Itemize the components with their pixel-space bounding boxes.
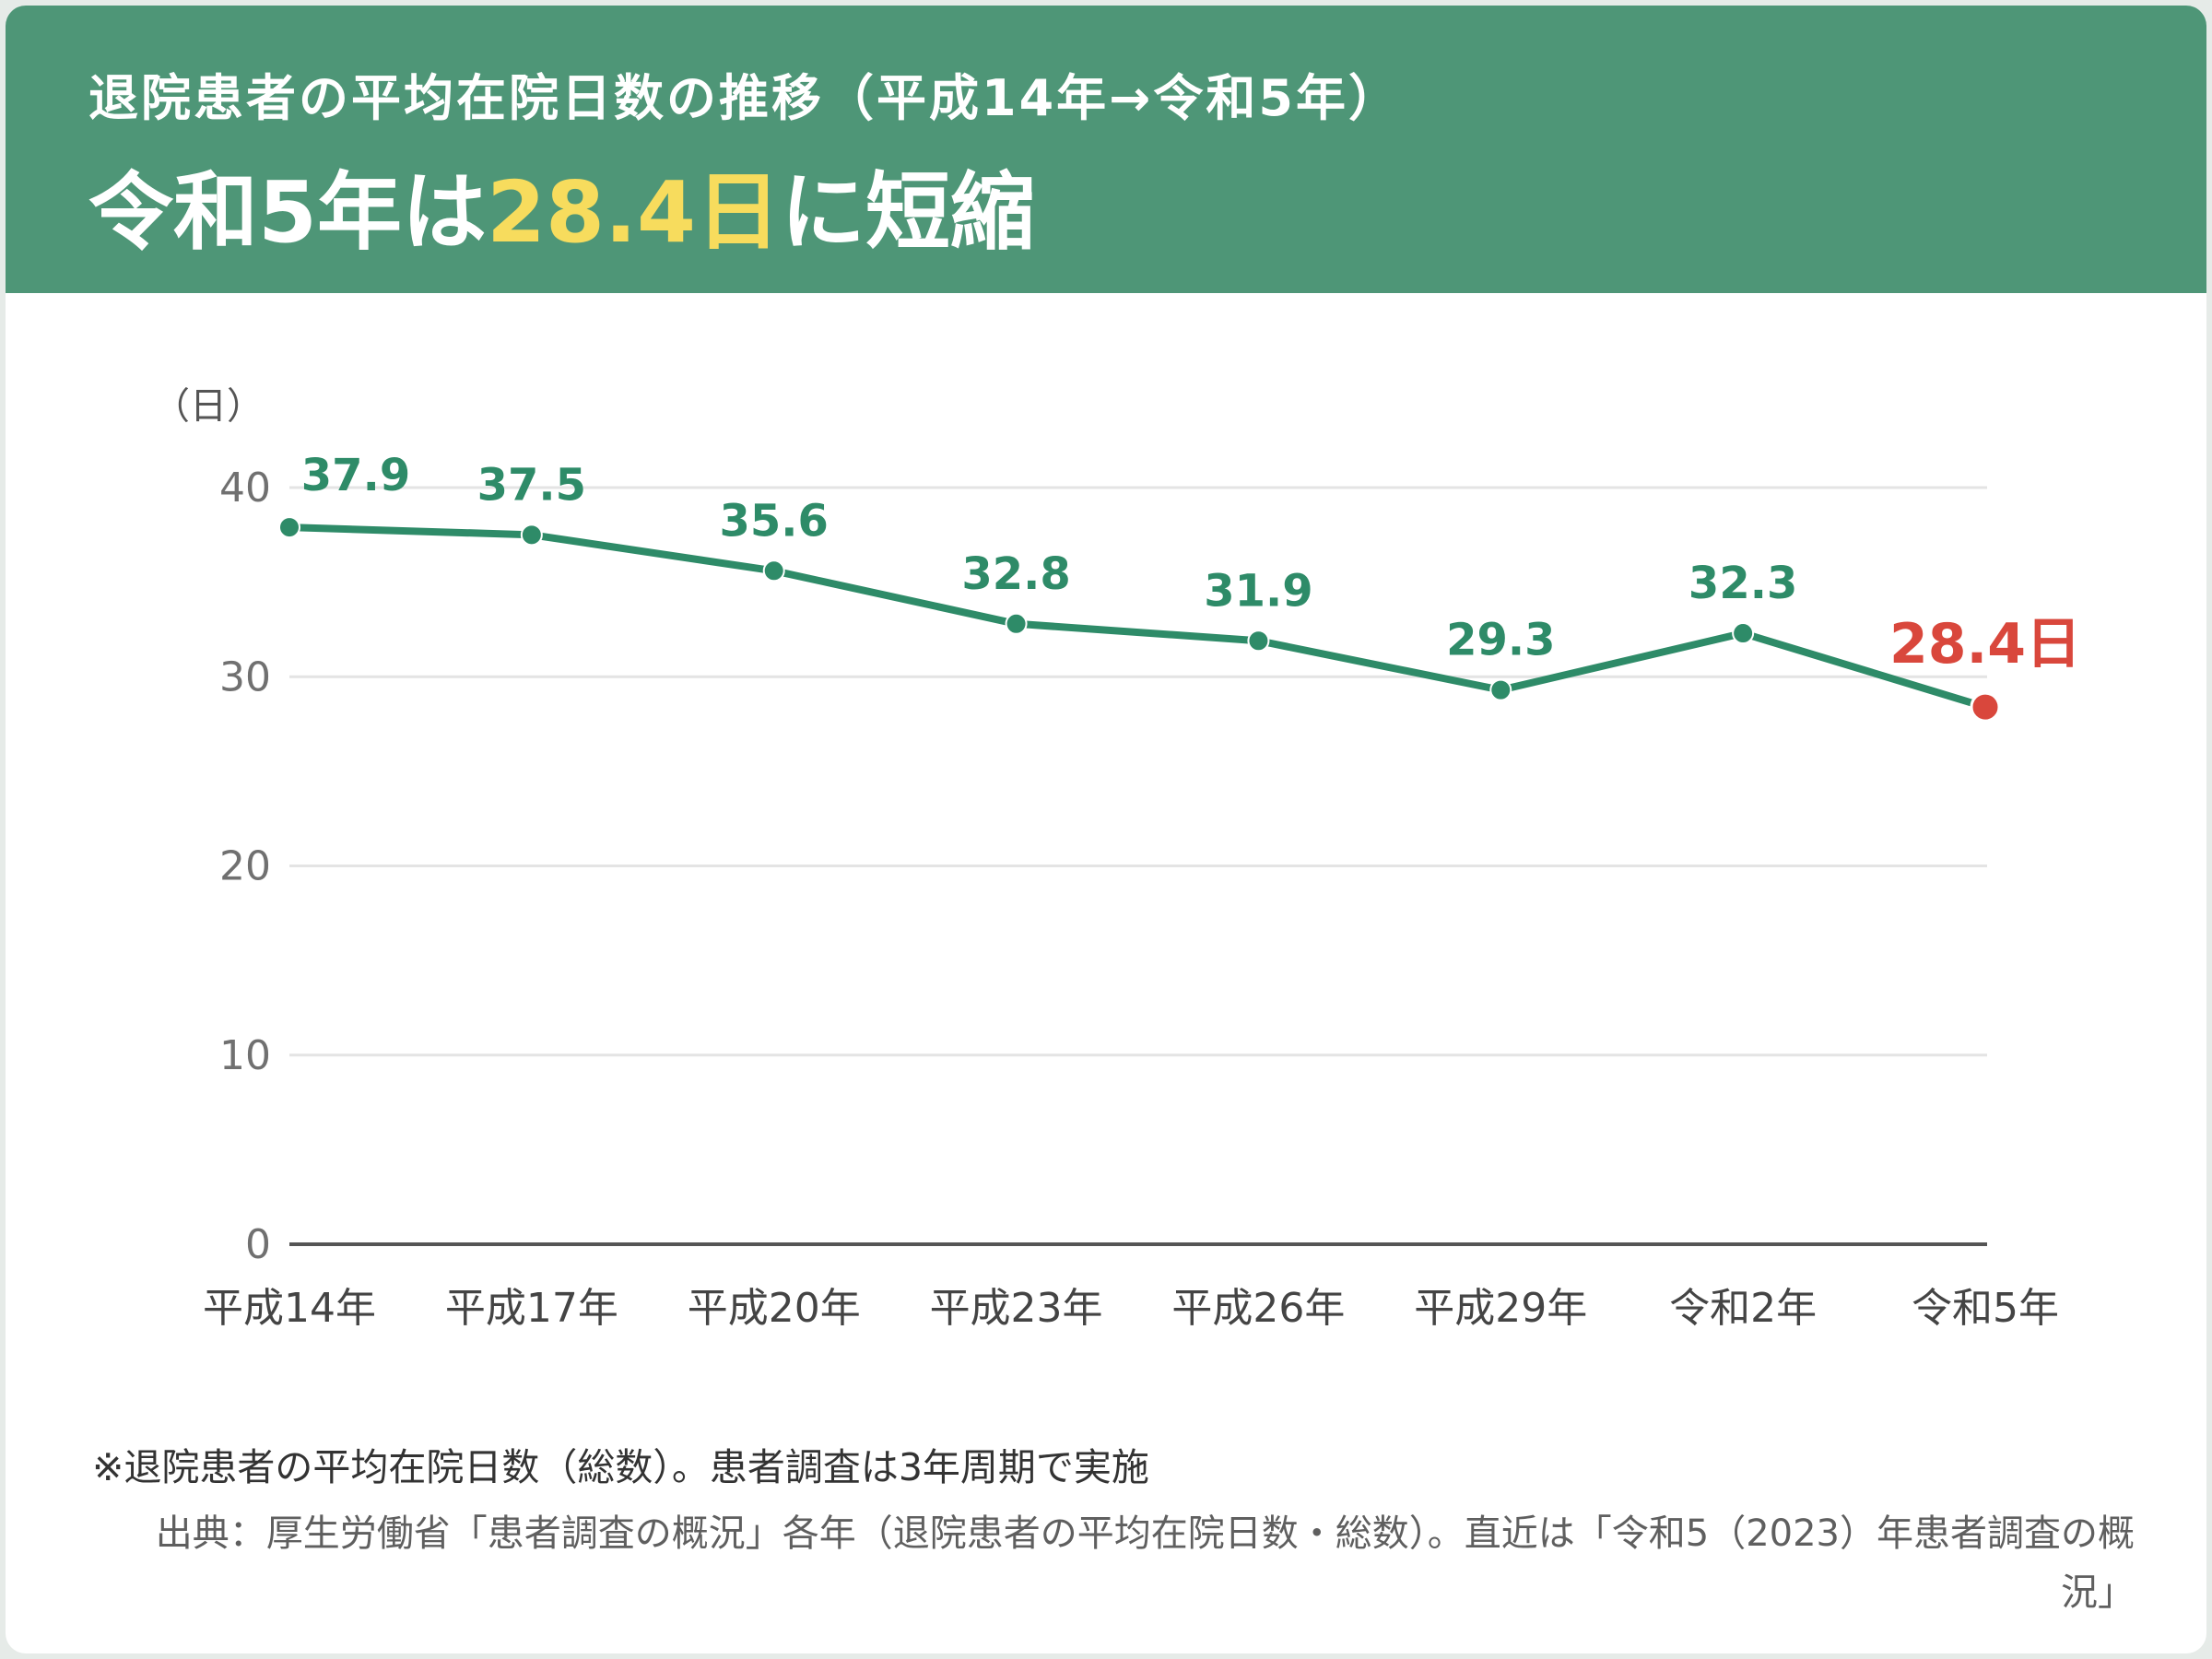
data-label: 37.9 <box>301 450 410 501</box>
line-chart: （日） 0 10 20 30 40 平成14年 平成17年 平成20年 平成23年 平成26年 平成2… <box>153 385 2081 1332</box>
data-label: 31.9 <box>1204 565 1312 617</box>
data-point <box>1732 622 1755 645</box>
x-tick-label: 令和5年 <box>1912 1285 2059 1332</box>
y-tick-label: 0 <box>245 1221 271 1268</box>
headline-highlight: 28.4日 <box>487 163 782 262</box>
series-line <box>286 524 1989 712</box>
data-point <box>1247 629 1270 653</box>
data-label: 37.5 <box>477 459 586 511</box>
x-tick-label: 令和2年 <box>1669 1285 1817 1332</box>
data-label: 32.3 <box>1688 558 1797 609</box>
chart-card: 退院患者の平均在院日数の推移（平成14年→令和5年） 令和5年は28.4日に短縮… <box>6 6 2206 1653</box>
y-axis-unit-label: （日） <box>153 385 264 428</box>
highlight-point <box>1970 691 2001 723</box>
y-tick-label: 20 <box>219 843 271 890</box>
x-tick-label: 平成23年 <box>930 1285 1103 1332</box>
x-tick-label: 平成26年 <box>1171 1285 1345 1332</box>
source-credit: 出典：厚生労働省「患者調査の概況」各年（退院患者の平均在院日数・総数）。直近は「… <box>155 1512 2135 1614</box>
data-point <box>762 559 785 582</box>
header-banner: 退院患者の平均在院日数の推移（平成14年→令和5年） 令和5年は28.4日に短縮 <box>6 6 2206 293</box>
y-tick-label: 10 <box>219 1032 271 1079</box>
data-label: 29.3 <box>1446 615 1555 666</box>
data-label: 35.6 <box>719 495 828 547</box>
headline-prefix: 令和5年は <box>88 163 488 262</box>
y-tick-label: 40 <box>219 465 271 512</box>
x-tick-label: 平成20年 <box>688 1285 861 1332</box>
data-point <box>278 516 300 539</box>
footnote: ※退院患者の平均在院日数（総数）。患者調査は3年周期で実施 <box>92 1445 1149 1489</box>
data-point <box>1005 612 1028 635</box>
chart-subtitle: 退院患者の平均在院日数の推移（平成14年→令和5年） <box>88 69 1401 127</box>
data-point <box>520 524 543 547</box>
chart-headline: 令和5年は28.4日に短縮 <box>88 144 1035 266</box>
x-tick-label: 平成14年 <box>203 1285 376 1332</box>
headline-suffix: に短縮 <box>781 163 1036 262</box>
x-tick-label: 平成29年 <box>1414 1285 1587 1332</box>
x-tick-label: 平成17年 <box>445 1285 618 1332</box>
data-point <box>1489 678 1512 701</box>
highlight-data-label: 28.4日 <box>1889 612 2081 677</box>
y-tick-label: 30 <box>219 653 271 700</box>
data-label: 32.8 <box>961 548 1070 600</box>
